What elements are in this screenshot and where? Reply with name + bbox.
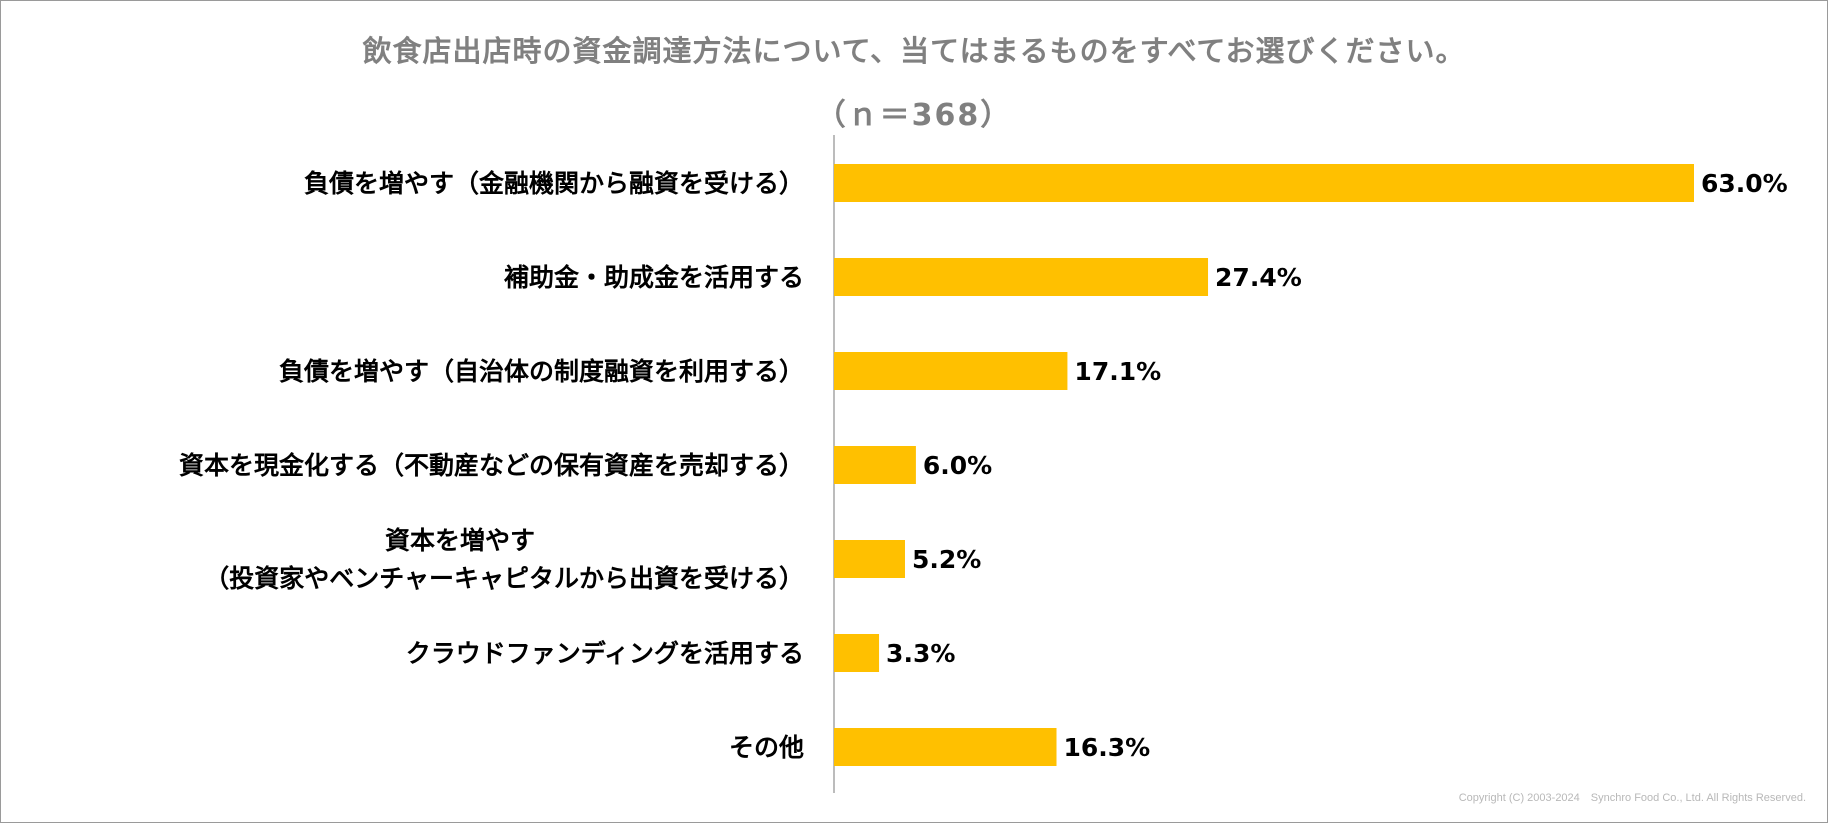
value-label-1: 63.0% xyxy=(1701,169,1788,198)
value-label-3: 17.1% xyxy=(1074,357,1161,386)
category-label-4: 資本を現金化する（不動産などの保有資産を売却する） xyxy=(179,451,804,480)
bar-2 xyxy=(834,258,1209,296)
bar-3 xyxy=(834,352,1068,390)
category-label-5: 資本を増やす （投資家やベンチャーキャピタルから出資を受ける） xyxy=(204,526,804,593)
category-label-line: 資本を現金化する（不動産などの保有資産を売却する） xyxy=(179,451,804,480)
category-label-3: 負債を増やす（自治体の制度融資を利用する） xyxy=(279,357,804,386)
category-label-line: その他 xyxy=(729,733,804,762)
category-label-1: 負債を増やす（金融機関から融資を受ける） xyxy=(304,169,804,198)
value-label-7: 16.3% xyxy=(1064,733,1151,762)
bar-1 xyxy=(834,164,1694,202)
category-label-line: 負債を増やす（金融機関から融資を受ける） xyxy=(304,169,804,198)
category-label-line: （投資家やベンチャーキャピタルから出資を受ける） xyxy=(204,564,804,593)
bar-4 xyxy=(834,446,916,484)
chart-title: 飲食店出店時の資金調達方法について、当てはまるものをすべてお選びください。 xyxy=(362,34,1466,68)
value-label-2: 27.4% xyxy=(1215,263,1302,292)
value-label-4: 6.0% xyxy=(923,451,992,480)
category-label-line: クラウドファンディングを活用する xyxy=(406,639,804,668)
value-label-5: 5.2% xyxy=(912,545,981,574)
bar-5 xyxy=(834,540,905,578)
chart-subtitle: （ｎ＝368） xyxy=(815,98,1013,133)
value-label-6: 3.3% xyxy=(886,639,955,668)
bar-6 xyxy=(834,634,880,672)
category-label-7: その他 xyxy=(729,733,804,762)
bars-group: 63.0% 負債を増やす（金融機関から融資を受ける） 27.4% 補助金・助成金を活用… xyxy=(179,164,1788,766)
category-label-6: クラウドファンディングを活用する xyxy=(406,639,804,668)
category-label-2: 補助金・助成金を活用する xyxy=(503,263,804,292)
copyright-notice: Copyright (C) 2003-2024 Synchro Food Co.… xyxy=(1458,792,1806,804)
category-label-line: 負債を増やす（自治体の制度融資を利用する） xyxy=(279,357,804,386)
bar-7 xyxy=(834,728,1057,766)
category-label-line: 資本を増やす xyxy=(385,526,535,555)
category-label-line: 補助金・助成金を活用する xyxy=(503,263,804,292)
